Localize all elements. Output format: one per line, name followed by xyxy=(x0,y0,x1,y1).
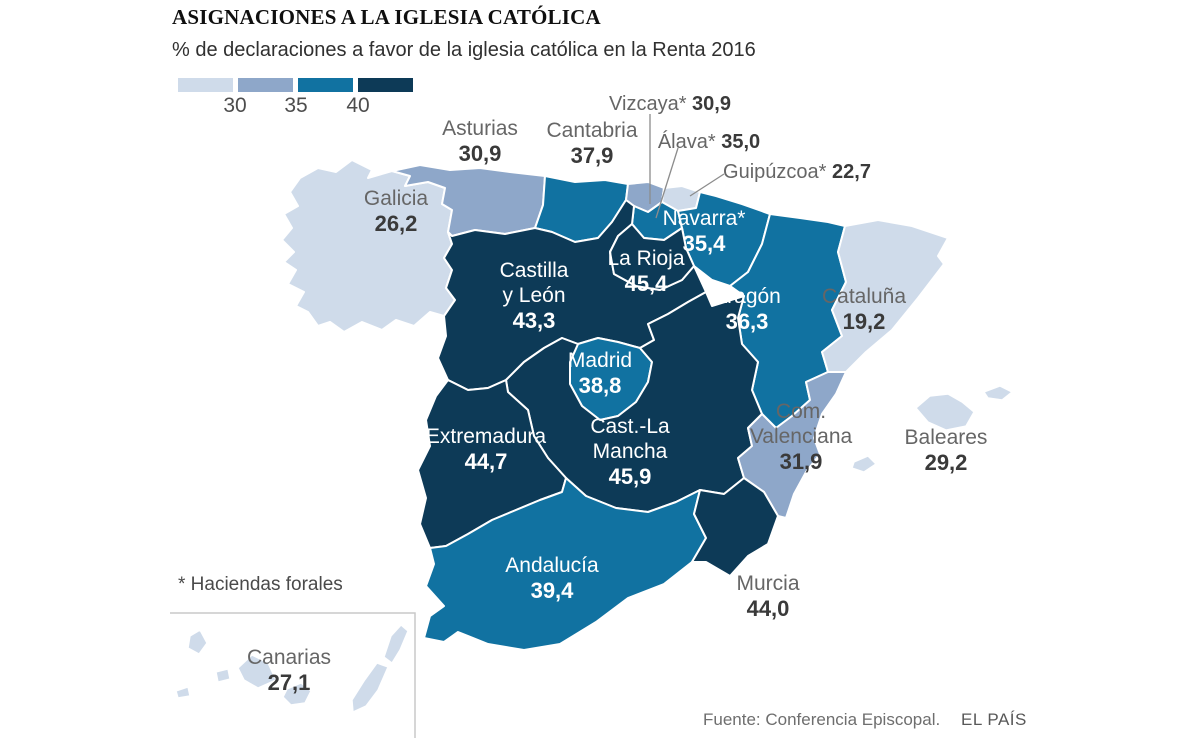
legend-tick: 40 xyxy=(346,94,370,117)
source: Fuente: Conferencia Episcopal. xyxy=(703,710,941,729)
region-la-rioja xyxy=(609,223,695,291)
callout-line-alava xyxy=(655,147,679,219)
region-navarra xyxy=(677,191,771,287)
footnote: * Haciendas forales xyxy=(178,574,343,595)
legend-tick: 30 xyxy=(223,94,247,117)
region-cataluna xyxy=(821,219,949,373)
chart-subtitle: % de declaraciones a favor de la iglesia… xyxy=(172,39,756,61)
chart-title: ASIGNACIONES A LA IGLESIA CATÓLICA xyxy=(172,5,601,29)
credit: EL PAÍS xyxy=(961,710,1027,729)
canarias-inset-border xyxy=(170,612,416,738)
island-gomera xyxy=(215,668,231,683)
island-tenerife xyxy=(237,654,277,689)
island-la-palma xyxy=(187,629,208,655)
header: ASIGNACIONES A LA IGLESIA CATÓLICA % de … xyxy=(172,5,756,62)
legend-swatch xyxy=(358,78,413,92)
legend-swatch xyxy=(238,78,293,92)
callout-line-guipuzcoa xyxy=(689,173,725,197)
legend: 30 35 40 xyxy=(178,78,418,120)
island-hierro xyxy=(175,686,191,699)
legend-swatch xyxy=(298,78,353,92)
island-mallorca xyxy=(915,393,975,431)
region-galicia xyxy=(281,159,456,333)
island-gran-canaria xyxy=(282,682,312,706)
island-lanzarote xyxy=(383,624,409,664)
island-menorca xyxy=(983,385,1013,401)
island-fuerteventura xyxy=(351,662,389,713)
legend-swatch xyxy=(178,78,233,92)
region-murcia xyxy=(691,477,779,577)
legend-tick: 35 xyxy=(284,94,308,117)
island-ibiza xyxy=(851,455,877,473)
